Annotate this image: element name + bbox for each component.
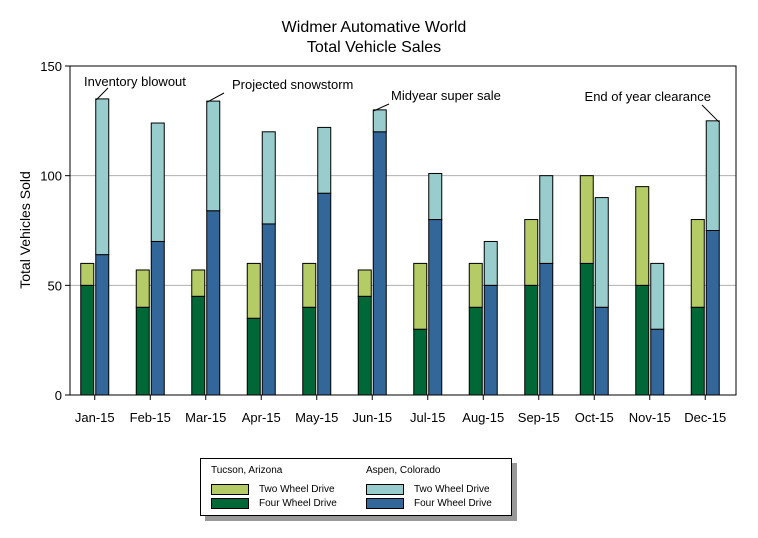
plot-area: 0 50 100 150 Jan-15 Feb-15 Mar-15 Apr-15 May-15 J…	[40, 59, 737, 425]
bar-segment	[206, 100, 221, 212]
y-tick-label: 50	[48, 278, 62, 293]
annotation-leader	[207, 92, 225, 103]
bar-segment	[95, 254, 110, 396]
bar-segment	[650, 328, 665, 396]
bar-segment	[635, 186, 650, 286]
bar-segment	[261, 131, 276, 225]
legend-item-tucson-four-wheel: Four Wheel Drive	[211, 496, 337, 510]
legend-item-aspen-two-wheel: Two Wheel Drive	[366, 482, 492, 496]
y-tick-label: 100	[40, 169, 62, 184]
annotation-label: Midyear super sale	[391, 88, 501, 103]
annotation-label: End of year clearance	[585, 89, 711, 104]
x-tick-label: Apr-15	[242, 410, 281, 425]
bar-segment	[594, 197, 609, 308]
annotation-label: Projected snowstorm	[232, 77, 353, 92]
bar-segment	[690, 306, 705, 396]
annotation-leader	[701, 104, 720, 123]
bar-segment	[357, 269, 372, 297]
bar-segment	[690, 219, 705, 308]
chart-title: Widmer Automative World	[282, 19, 467, 36]
y-tick-label: 150	[40, 59, 62, 74]
bar-segment	[261, 223, 276, 396]
x-tick-label: Oct-15	[575, 410, 614, 425]
bar-segment	[428, 219, 443, 396]
bar-segment	[302, 262, 317, 308]
bar-segment	[95, 98, 110, 256]
legend-swatch	[211, 497, 249, 509]
x-tick-label: Jul-15	[410, 410, 445, 425]
plot-frame	[69, 65, 737, 396]
bar-segment	[524, 284, 539, 396]
bar-segment	[135, 269, 150, 308]
y-tick-label: 0	[55, 388, 62, 403]
x-tick-label: Dec-15	[684, 410, 726, 425]
bar-segment	[317, 192, 332, 396]
bar-segment	[524, 219, 539, 286]
x-tick-label: Jun-15	[352, 410, 392, 425]
bar-segment	[372, 109, 387, 133]
annotation-label: Inventory blowout	[84, 74, 186, 89]
annotation-leader	[95, 87, 109, 101]
bar-segment	[135, 306, 150, 396]
bar-segment	[539, 262, 554, 396]
legend-item-label: Two Wheel Drive	[414, 483, 490, 495]
legend-item-label: Two Wheel Drive	[259, 483, 335, 495]
bar-segment	[539, 175, 554, 264]
x-tick-label: May-15	[295, 410, 338, 425]
legend-group-tucson: Tucson, Arizona Two Wheel Drive Four Whe…	[211, 465, 337, 510]
bar-segment	[80, 262, 95, 286]
bar-segment	[150, 240, 165, 396]
bar-segment	[468, 262, 483, 308]
legend-swatch	[366, 497, 404, 509]
x-tick-label: Sep-15	[518, 410, 560, 425]
bar-segment	[357, 295, 372, 396]
legend-swatch	[211, 483, 249, 495]
bar-segment	[80, 284, 95, 396]
bar-segment	[206, 210, 221, 396]
bar-segment	[372, 131, 387, 396]
bar-segment	[191, 269, 206, 297]
bar-segment	[705, 230, 720, 396]
chart-subtitle: Total Vehicle Sales	[307, 39, 441, 56]
x-tick-label: Aug-15	[462, 410, 504, 425]
bar-segment	[483, 240, 498, 286]
bar-segment	[317, 126, 332, 194]
x-tick-label: Nov-15	[629, 410, 671, 425]
bar-segment	[150, 122, 165, 242]
y-axis-label: Total Vehicles Sold	[17, 171, 33, 289]
bar-segment	[413, 262, 428, 330]
bar-segment	[468, 306, 483, 396]
bar-segment	[579, 175, 594, 264]
legend-item-label: Four Wheel Drive	[259, 497, 337, 509]
bar-segment	[705, 120, 720, 231]
legend-item-label: Four Wheel Drive	[414, 497, 492, 509]
bar-segment	[635, 284, 650, 396]
bar-segment	[428, 172, 443, 221]
bar-segment	[650, 262, 665, 330]
bar-segment	[483, 284, 498, 396]
x-tick-label: Feb-15	[130, 410, 171, 425]
bar-segment	[191, 295, 206, 396]
bar-segment	[579, 262, 594, 396]
legend-group-title: Tucson, Arizona	[211, 465, 283, 476]
legend-item-tucson-two-wheel: Two Wheel Drive	[211, 482, 337, 496]
legend-group-title: Aspen, Colorado	[366, 465, 441, 476]
bar-segment	[594, 306, 609, 396]
bar-segment	[246, 317, 261, 396]
legend-group-aspen: Aspen, Colorado Two Wheel Drive Four Whe…	[366, 465, 492, 510]
legend: Tucson, Arizona Two Wheel Drive Four Whe…	[200, 458, 512, 516]
legend-swatch	[366, 483, 404, 495]
bar-segment	[302, 306, 317, 396]
x-tick-label: Jan-15	[75, 410, 115, 425]
bar-segment	[413, 328, 428, 396]
legend-item-aspen-four-wheel: Four Wheel Drive	[366, 496, 492, 510]
annotation-leader	[373, 103, 390, 112]
bar-segment	[246, 262, 261, 319]
x-tick-label: Mar-15	[185, 410, 226, 425]
